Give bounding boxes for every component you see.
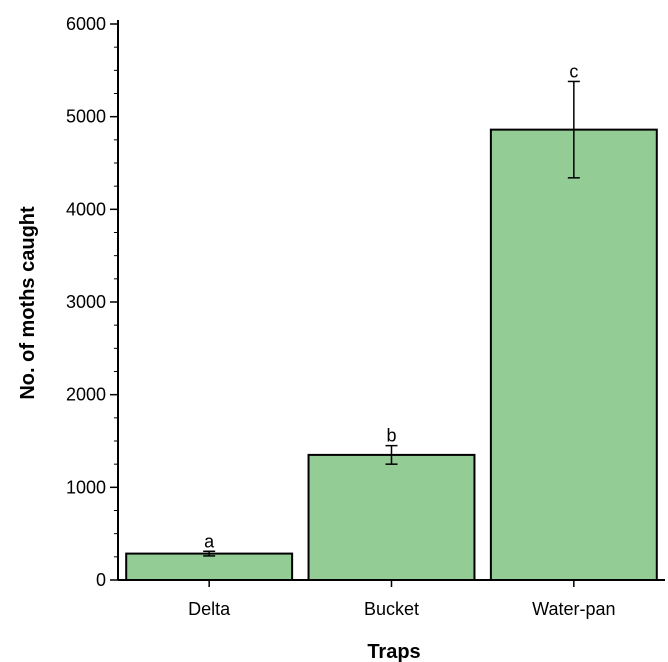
y-tick-label-2000: 2000	[66, 385, 106, 405]
significance-letter-water-pan: c	[569, 61, 578, 81]
bar-water-pan	[489, 128, 658, 581]
error-bars-layer	[203, 80, 580, 557]
bar-delta	[125, 552, 294, 582]
bars-layer	[125, 128, 658, 582]
y-tick-label-5000: 5000	[66, 107, 106, 127]
x-tick-label-water-pan: Water-pan	[532, 599, 615, 619]
x-axis-title: Traps	[367, 641, 420, 662]
y-tick-label-4000: 4000	[66, 199, 106, 219]
significance-letter-delta: a	[204, 531, 215, 551]
y-tick-label-3000: 3000	[66, 292, 106, 312]
x-tick-label-bucket: Bucket	[364, 599, 419, 619]
y-tick-label-1000: 1000	[66, 477, 106, 497]
y-tick-label-6000: 6000	[66, 14, 106, 34]
significance-letters-layer: a b c	[204, 61, 578, 551]
bar-bucket	[307, 453, 476, 581]
y-tick-label-0: 0	[96, 570, 106, 590]
x-tick-label-delta: Delta	[188, 599, 231, 619]
significance-letter-bucket: b	[386, 426, 396, 446]
axes-layer: Delta Bucket Water-pan 0 1000 2000 3000 4000 500…	[66, 14, 665, 619]
y-axis-title: No. of moths caught	[17, 206, 39, 400]
